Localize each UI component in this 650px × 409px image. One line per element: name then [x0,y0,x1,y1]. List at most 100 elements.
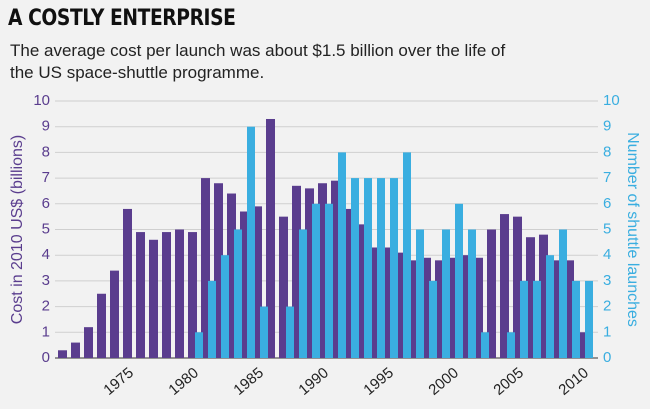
bar [299,229,307,358]
bar [253,206,262,358]
bar [136,232,145,358]
y2-tick-label: 0 [603,349,611,366]
y2-tick-label: 6 [603,195,611,212]
bar [461,255,470,358]
bar [546,255,554,358]
bar [383,247,392,358]
y2-tick-label: 5 [603,220,611,237]
bar [318,183,327,358]
y2-tick-label: 1 [603,323,611,340]
bar [260,306,268,358]
x-tick-label: 1985 [230,364,266,398]
bar [58,350,67,358]
bar [305,188,314,358]
y-tick-label: 2 [42,298,50,315]
bar [565,260,574,358]
bar [175,229,184,358]
y2-tick-label: 10 [603,92,620,109]
y2-tick-label: 8 [603,143,611,160]
x-tick-label: 2000 [425,364,461,398]
bar [97,293,106,358]
bar [416,229,424,358]
y-tick-label: 5 [42,220,50,237]
bar [84,327,93,358]
bar [162,232,171,358]
bar [351,178,359,358]
x-tick-label: 1975 [100,364,136,398]
y-tick-label: 8 [42,143,50,160]
x-tick-label: 2010 [555,364,591,398]
y2-tick-label: 7 [603,169,611,186]
y-tick-label: 4 [42,246,50,263]
bar [188,232,197,358]
bar [533,280,541,358]
bar [585,280,593,358]
bar [429,280,437,358]
y2-tick-label: 3 [603,272,611,289]
bar [403,152,411,358]
bar [539,234,548,358]
bar [481,332,489,358]
bar [409,260,418,358]
bar [448,257,457,358]
bar [279,216,288,358]
bar [526,237,535,358]
bar [377,178,385,358]
bar [364,178,372,358]
bar [195,332,203,358]
y2-tick-label: 9 [603,118,611,135]
bar [201,178,210,358]
x-tick-label: 2005 [490,364,526,398]
bar [234,229,242,358]
bar [110,270,119,358]
chart-title: A COSTLY ENTERPRISE [8,6,236,31]
bar [240,211,249,358]
x-tick-label: 1995 [360,364,396,398]
bar [331,180,340,358]
bar [338,152,346,358]
bar [520,280,528,358]
bar [214,183,223,358]
y-tick-label: 10 [33,92,50,109]
bar [221,255,229,358]
bar [292,185,301,358]
bar [442,229,450,358]
bar [247,126,255,358]
bar [552,260,561,358]
bar [390,178,398,358]
bar [266,118,275,359]
bar [286,306,294,358]
bar [507,332,515,358]
bar [435,260,444,358]
bar [370,247,379,358]
y2-tick-label: 4 [603,246,611,263]
bar [559,229,567,358]
bar [396,252,405,358]
x-tick-label: 1980 [165,364,201,398]
bar [487,229,496,358]
x-tick-label: 1990 [295,364,331,398]
y-tick-label: 0 [42,349,50,366]
bar [578,332,587,358]
bar [513,216,522,358]
bar [500,214,509,358]
bar [71,342,80,358]
bar [357,224,366,358]
bar [325,203,333,358]
y2-axis-label: Number of shuttle launches [624,132,641,327]
bar [474,257,483,358]
bar [344,208,353,358]
bar [149,239,158,358]
bar [227,193,236,358]
bar [208,280,216,358]
bar [572,280,580,358]
y-tick-label: 6 [42,195,50,212]
y-axis-label: Cost in 2010 US$ (billions) [9,135,26,324]
bar [468,229,476,358]
y-tick-label: 9 [42,118,50,135]
y2-tick-label: 2 [603,298,611,315]
y-tick-label: 3 [42,272,50,289]
y-tick-label: 1 [42,323,50,340]
